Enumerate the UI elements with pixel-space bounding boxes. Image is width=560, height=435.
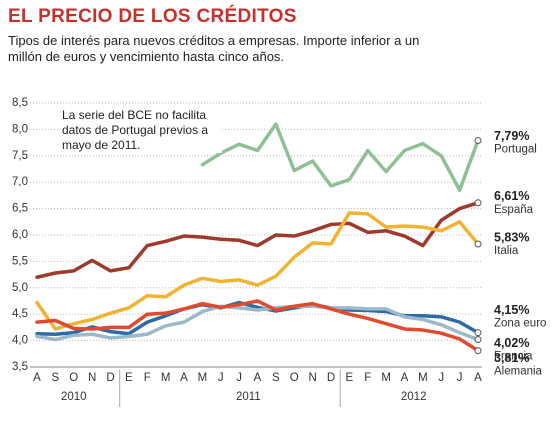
series-line <box>35 211 480 331</box>
x-tick-label: A <box>401 372 409 384</box>
series-line <box>200 122 480 192</box>
year-label: 2011 <box>236 391 261 403</box>
y-tick-label: 6,5 <box>12 203 28 215</box>
x-tick-label: O <box>69 372 78 384</box>
end-marker <box>474 347 482 355</box>
x-tick-label: A <box>254 372 262 384</box>
y-tick-label: 7,5 <box>12 150 28 162</box>
x-tick-label: N <box>308 372 316 384</box>
end-marker <box>474 240 482 248</box>
legend-label: Francia <box>494 351 533 363</box>
series-line <box>35 304 480 342</box>
legend-label: Italia <box>494 245 519 257</box>
x-tick-label: M <box>161 372 171 384</box>
y-tick-label: 5,0 <box>12 282 28 294</box>
x-tick-label: A <box>474 372 482 384</box>
end-value-label: 7,79% <box>494 129 529 143</box>
y-tick-label: 4,0 <box>12 335 28 347</box>
end-marker <box>474 329 482 337</box>
y-tick-label: 7,0 <box>12 176 28 188</box>
x-tick-label: E <box>125 372 133 384</box>
legend-label: Alemania <box>494 366 543 378</box>
y-tick-label: 4,5 <box>12 308 28 320</box>
chart-subtitle: Tipos de interés para nuevos créditos a … <box>8 33 420 64</box>
y-tick-label: 6,0 <box>12 229 28 241</box>
x-tick-label: F <box>144 372 151 384</box>
end-marker <box>474 199 482 207</box>
x-tick-label: J <box>218 372 224 384</box>
series-line <box>35 299 480 353</box>
x-tick-label: F <box>364 372 371 384</box>
x-tick-label: M <box>418 372 428 384</box>
end-marker <box>474 136 482 144</box>
end-value-label: 3,81% <box>494 351 529 365</box>
x-tick-label: M <box>381 372 391 384</box>
end-marker <box>474 336 482 344</box>
x-tick-label: O <box>290 372 299 384</box>
x-tick-label: M <box>198 372 208 384</box>
end-value-label: 4,15% <box>494 303 529 317</box>
y-tick-label: 8,0 <box>12 123 28 135</box>
end-value-label: 6,61% <box>494 189 529 203</box>
year-label: 2010 <box>61 391 87 403</box>
end-value-label: 4,02% <box>494 336 529 350</box>
x-tick-label: A <box>180 372 188 384</box>
x-tick-label: J <box>438 372 444 384</box>
x-tick-label: S <box>52 372 60 384</box>
chart-title: EL PRECIO DE LOS CRÉDITOS <box>8 6 297 27</box>
x-tick-label: S <box>272 372 280 384</box>
x-tick-label: D <box>327 372 335 384</box>
y-tick-label: 8,5 <box>12 97 28 109</box>
x-tick-label: J <box>457 372 463 384</box>
legend-label: España <box>494 204 534 216</box>
year-label: 2012 <box>401 391 427 403</box>
y-tick-label: 5,5 <box>12 255 28 267</box>
legend-label: Portugal <box>494 144 537 156</box>
x-tick-label: N <box>88 372 96 384</box>
y-tick-label: 3,5 <box>12 361 28 373</box>
x-tick-label: D <box>106 372 114 384</box>
legend-label: Zona euro <box>494 318 546 330</box>
annotation: La serie del BCE no facilita datos de Po… <box>62 108 222 153</box>
x-tick-label: A <box>33 372 41 384</box>
end-value-label: 5,83% <box>494 230 529 244</box>
x-tick-label: E <box>346 372 354 384</box>
series-line <box>35 201 480 279</box>
x-tick-label: J <box>236 372 242 384</box>
